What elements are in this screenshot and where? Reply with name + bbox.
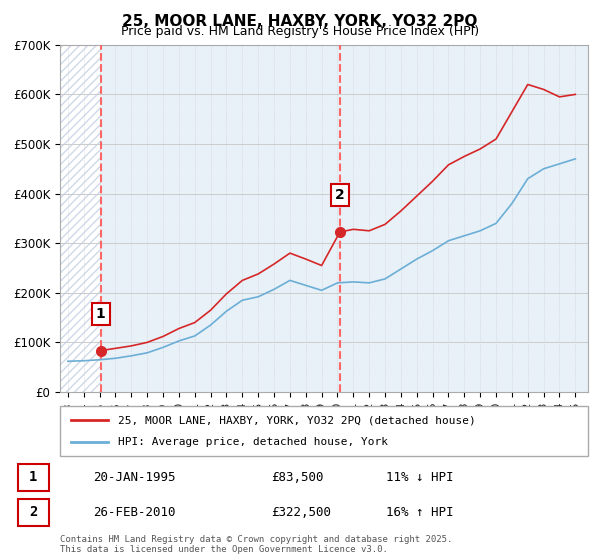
Text: 26-FEB-2010: 26-FEB-2010 <box>92 506 175 519</box>
Text: 16% ↑ HPI: 16% ↑ HPI <box>386 506 454 519</box>
FancyBboxPatch shape <box>101 45 588 392</box>
Text: 2: 2 <box>335 188 345 202</box>
Text: £83,500: £83,500 <box>271 471 324 484</box>
FancyBboxPatch shape <box>60 45 101 392</box>
Text: 20-JAN-1995: 20-JAN-1995 <box>92 471 175 484</box>
Text: Price paid vs. HM Land Registry's House Price Index (HPI): Price paid vs. HM Land Registry's House … <box>121 25 479 38</box>
Text: 11% ↓ HPI: 11% ↓ HPI <box>386 471 454 484</box>
Text: 2: 2 <box>29 505 37 520</box>
Text: 1: 1 <box>96 307 106 321</box>
FancyBboxPatch shape <box>60 406 588 456</box>
Text: 1: 1 <box>29 470 37 484</box>
FancyBboxPatch shape <box>18 464 49 491</box>
Text: 25, MOOR LANE, HAXBY, YORK, YO32 2PQ: 25, MOOR LANE, HAXBY, YORK, YO32 2PQ <box>122 14 478 29</box>
Text: 25, MOOR LANE, HAXBY, YORK, YO32 2PQ (detached house): 25, MOOR LANE, HAXBY, YORK, YO32 2PQ (de… <box>118 415 476 425</box>
Text: HPI: Average price, detached house, York: HPI: Average price, detached house, York <box>118 437 388 447</box>
Text: £322,500: £322,500 <box>271 506 331 519</box>
FancyBboxPatch shape <box>18 499 49 526</box>
Text: Contains HM Land Registry data © Crown copyright and database right 2025.
This d: Contains HM Land Registry data © Crown c… <box>60 535 452 554</box>
